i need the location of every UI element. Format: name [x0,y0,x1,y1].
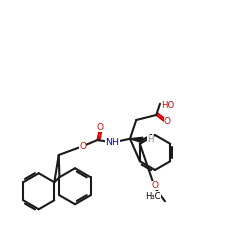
Text: H: H [147,136,154,144]
Text: O: O [79,142,86,151]
Polygon shape [130,137,143,143]
Text: H₃C: H₃C [145,192,160,201]
Text: O: O [152,181,158,190]
Text: NH: NH [106,138,120,147]
Text: O: O [96,123,103,132]
Text: HO: HO [161,100,174,110]
Text: O: O [164,117,171,126]
